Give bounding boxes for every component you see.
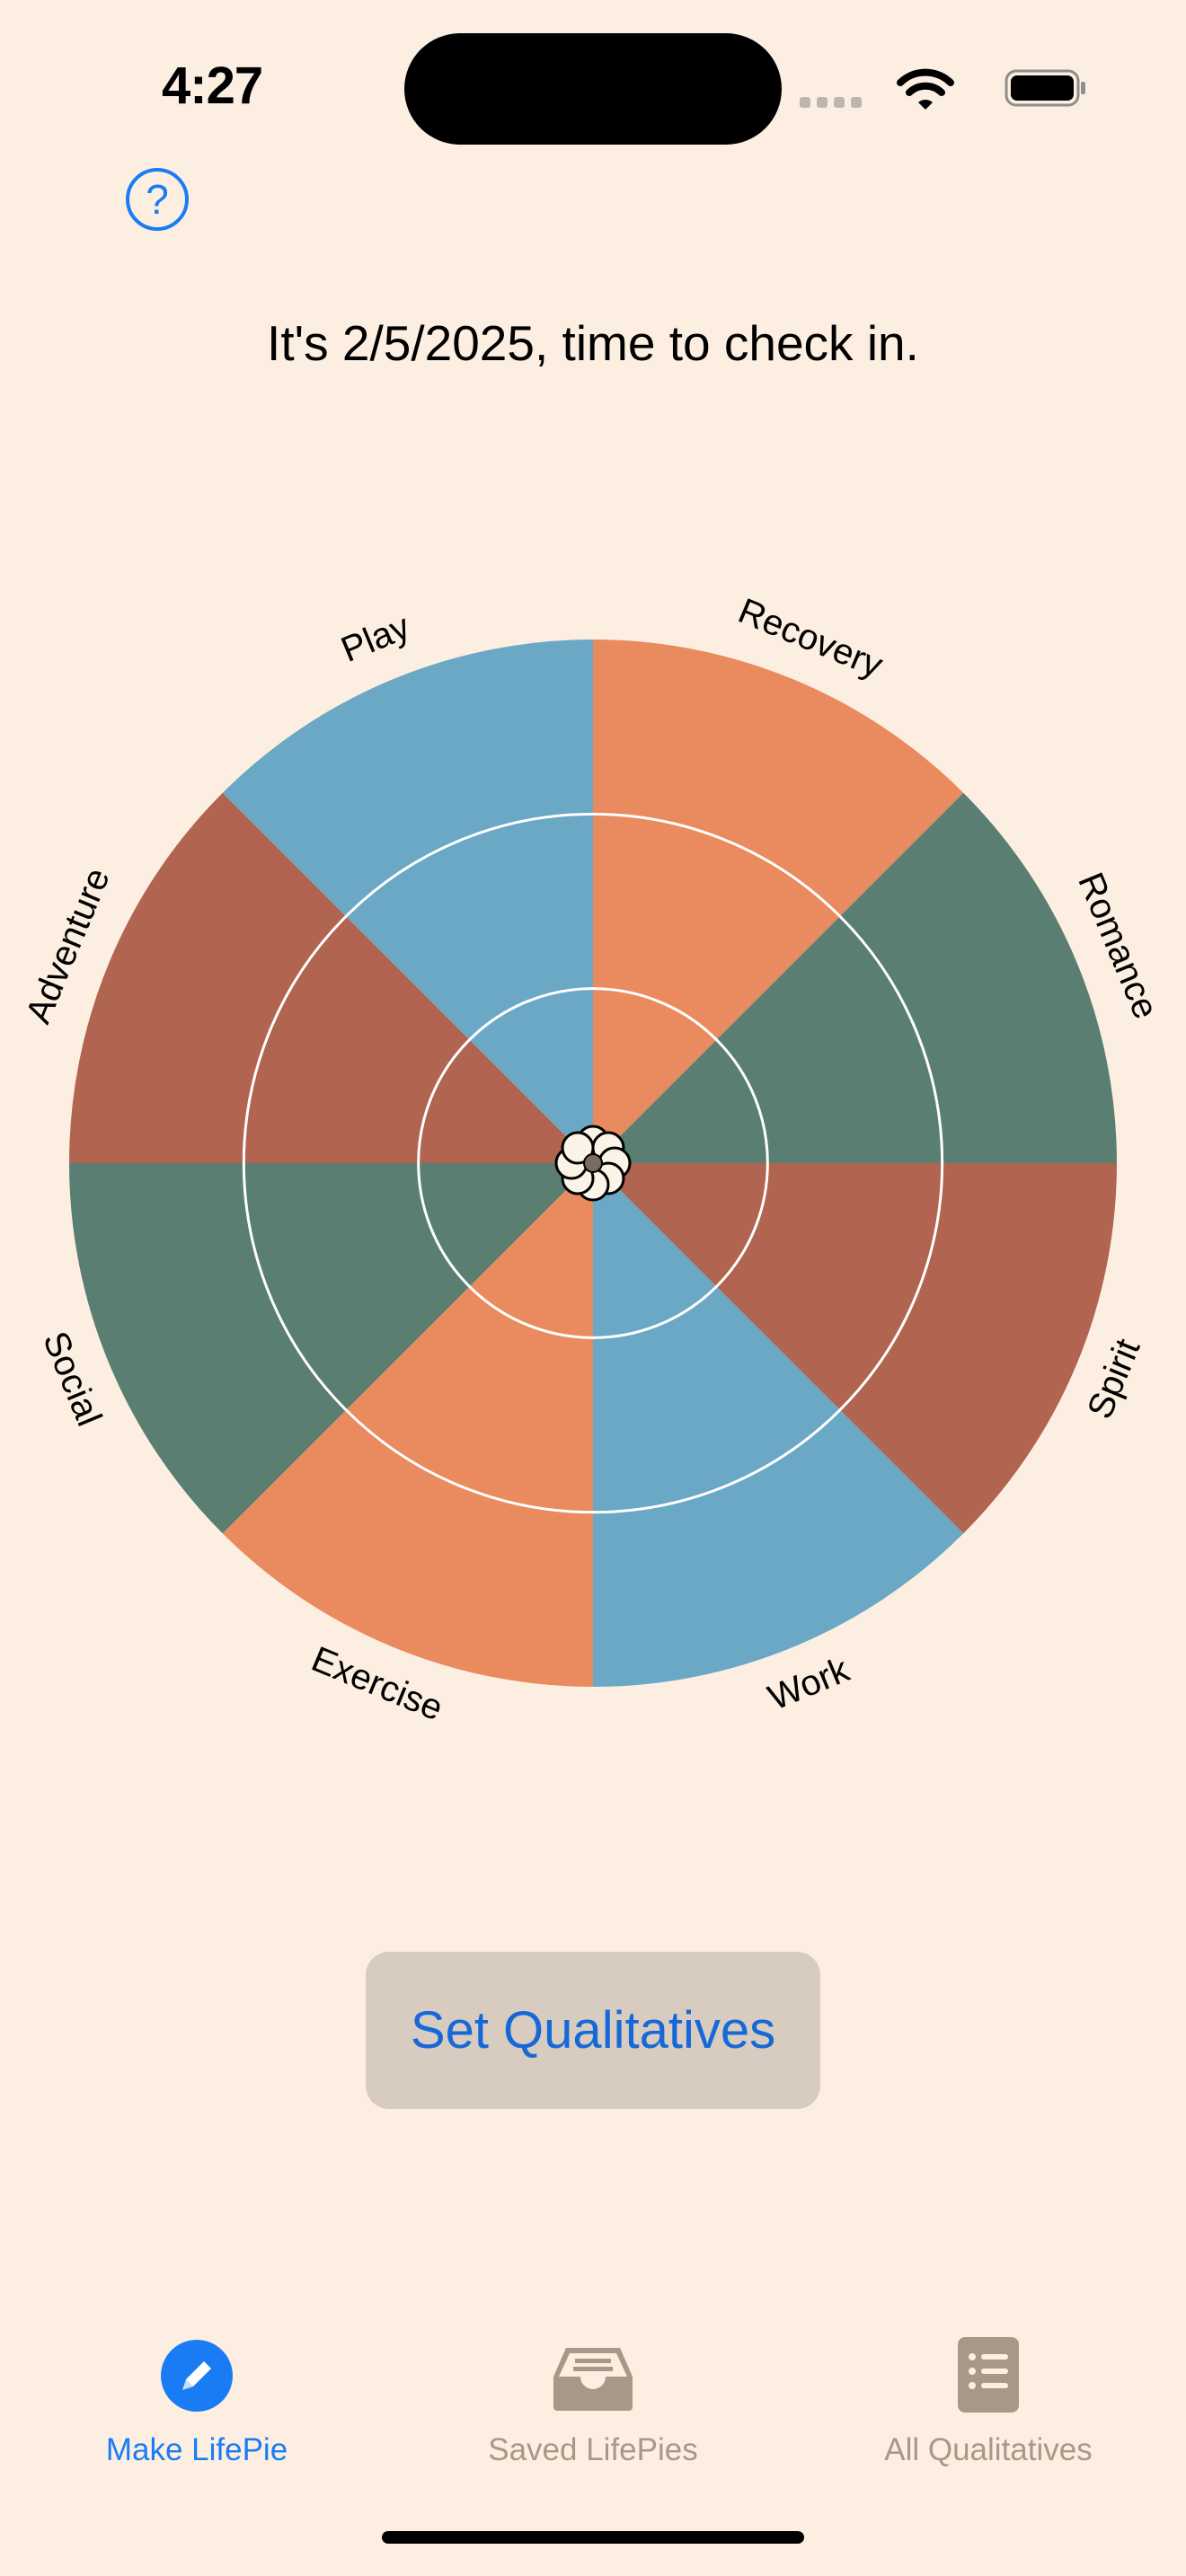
wheel-label-play: Play (336, 606, 416, 669)
checkin-message: It's 2/5/2025, time to check in. (267, 315, 919, 371)
tab-saved-lifepies[interactable]: Saved LifePies (458, 2335, 728, 2468)
status-icons (710, 65, 1087, 115)
tab-label: Make LifePie (105, 2432, 288, 2467)
set-qualitatives-button[interactable]: Set Qualitatives (366, 1952, 820, 2109)
list-icon (958, 2337, 1019, 2413)
tab-label: Saved LifePies (488, 2432, 698, 2467)
question-mark-icon: ? (146, 176, 169, 223)
wheel-label-social: Social (35, 1326, 109, 1431)
dynamic-island (404, 33, 782, 145)
wheel-slice-play[interactable] (222, 640, 593, 1163)
tab-make-lifepie[interactable]: Make LifePie (62, 2335, 332, 2468)
wheel-slice-spirit[interactable] (593, 1163, 1117, 1534)
wheel-label-spirit: Spirit (1080, 1334, 1148, 1425)
wheel-ring (242, 812, 944, 1514)
life-pie-wheel[interactable]: RecoveryRomanceSpiritWorkExerciseSocialA… (0, 503, 1186, 1778)
battery-icon (1005, 69, 1085, 107)
help-button[interactable]: ? (126, 168, 189, 231)
wheel-slice-romance[interactable] (593, 792, 1117, 1163)
flower-icon (554, 1125, 632, 1202)
home-indicator (382, 2531, 804, 2544)
pencil-icon (161, 2340, 233, 2412)
status-time: 4:27 (162, 57, 263, 115)
tab-label: All Qualitatives (884, 2432, 1093, 2467)
tray-icon (553, 2348, 633, 2411)
wheel-label-work: Work (763, 1649, 855, 1717)
wheel-slice-social[interactable] (69, 1163, 593, 1534)
wheel-slice-work[interactable] (593, 1163, 964, 1687)
wheel-slice-adventure[interactable] (69, 792, 593, 1163)
cellular-signal-icon (800, 97, 863, 110)
wheel-slice-recovery[interactable] (593, 640, 964, 1163)
wheel-slice-exercise[interactable] (222, 1163, 593, 1687)
wheel-ring (417, 987, 769, 1339)
wifi-icon (897, 68, 954, 110)
tab-all-qualitatives[interactable]: All Qualitatives (854, 2335, 1123, 2468)
